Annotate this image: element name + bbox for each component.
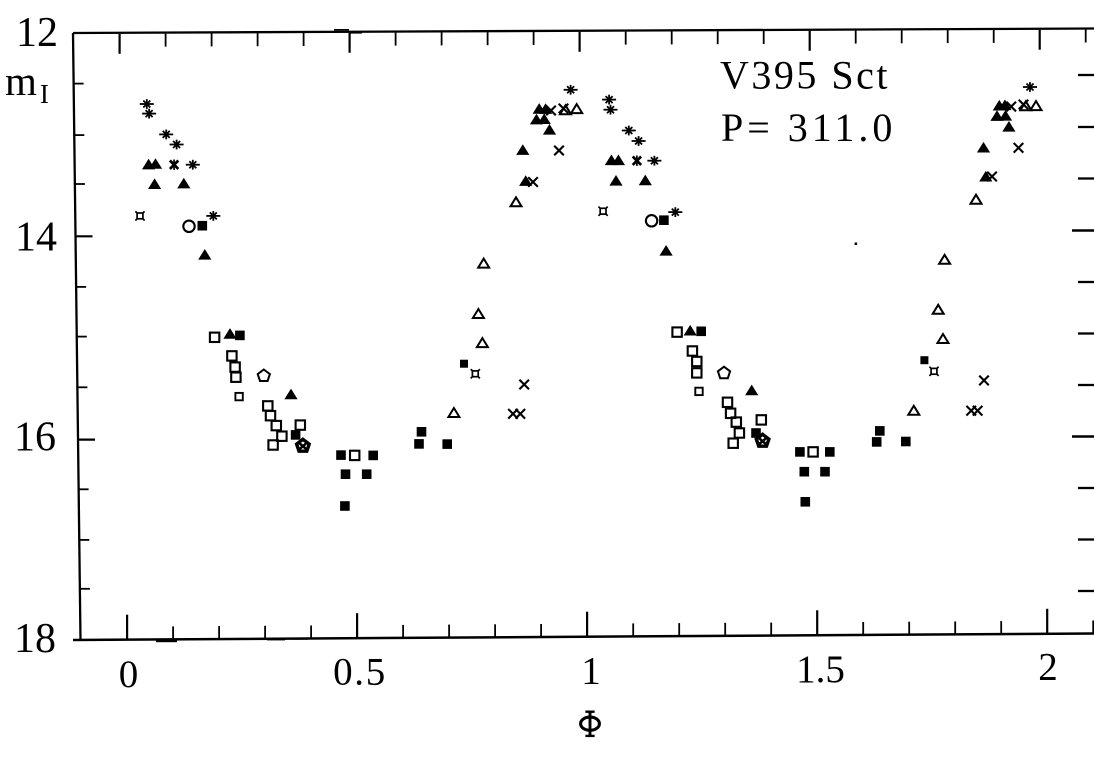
svg-text:1.5: 1.5 [796, 648, 845, 691]
svg-text:0.5: 0.5 [333, 651, 387, 694]
svg-text:1: 1 [581, 650, 601, 693]
svg-text:2: 2 [1038, 646, 1058, 689]
svg-text:12: 12 [16, 10, 58, 56]
svg-text:0: 0 [119, 653, 139, 696]
svg-text:V395 Sct: V395 Sct [720, 53, 890, 98]
svg-text:16: 16 [14, 415, 56, 461]
svg-text:mI: mI [5, 58, 49, 109]
svg-text:P= 311.0: P= 311.0 [721, 105, 896, 150]
svg-text:14: 14 [15, 215, 57, 261]
svg-text:18: 18 [14, 616, 56, 662]
